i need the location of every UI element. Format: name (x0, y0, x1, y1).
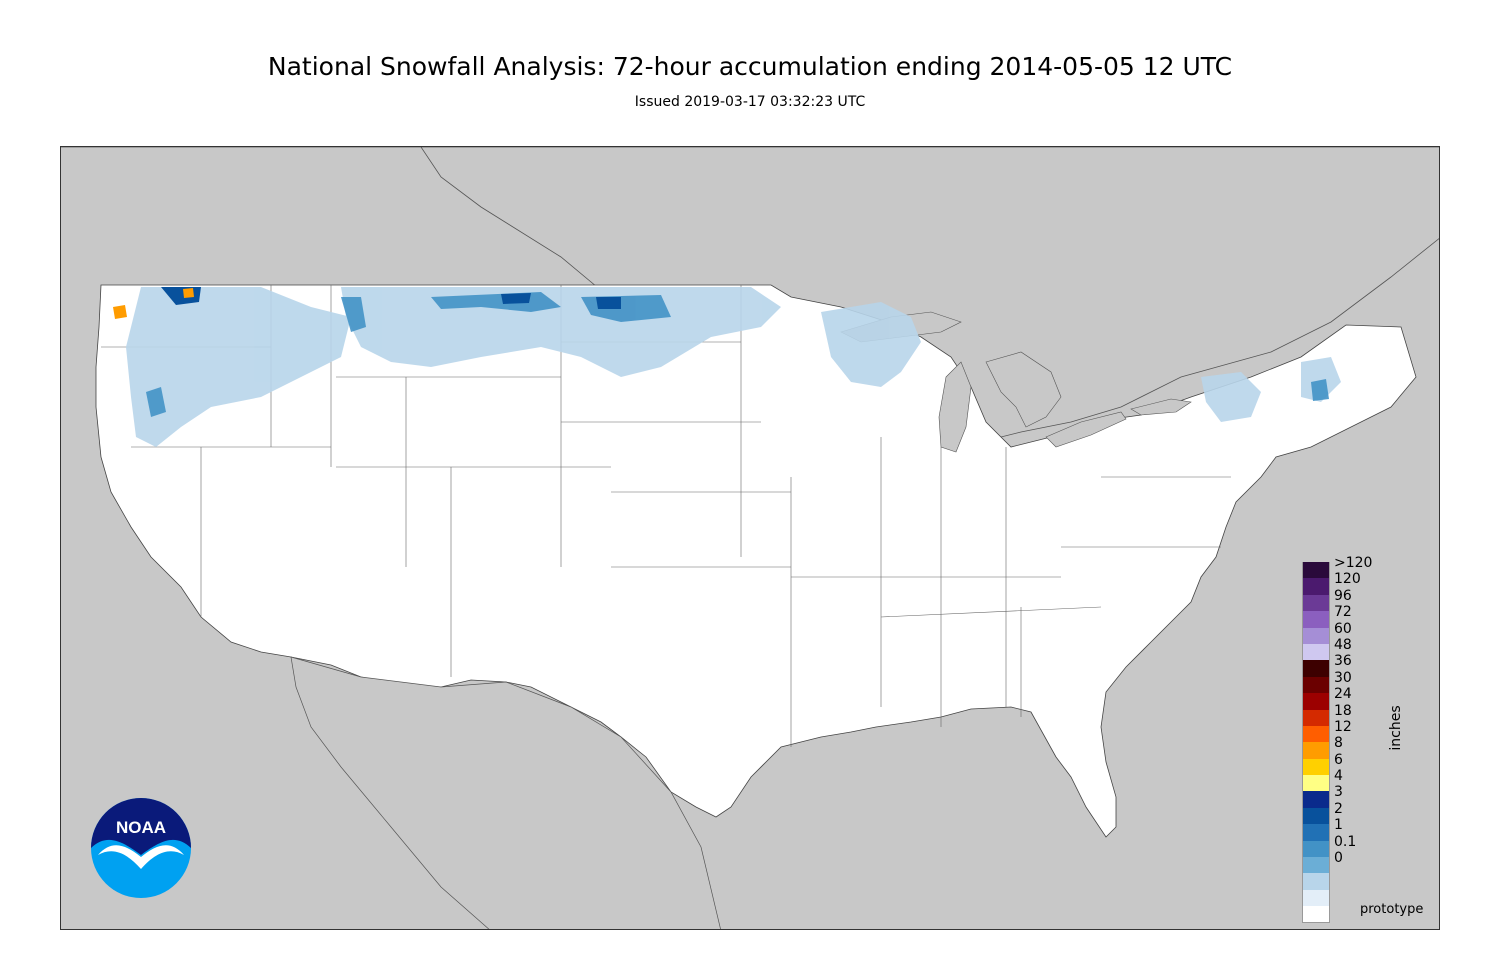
legend-label: 12 (1334, 718, 1352, 735)
legend-label: 72 (1334, 604, 1352, 621)
map-canvas (61, 147, 1439, 929)
legend-swatch (1302, 791, 1330, 808)
snowfall-light-areas (126, 287, 1341, 447)
legend-label: 30 (1334, 669, 1352, 686)
legend-swatch (1302, 562, 1330, 579)
legend-label: 96 (1334, 587, 1352, 604)
legend-label: 120 (1334, 571, 1361, 588)
noaa-emblem-icon: NOAA (91, 798, 191, 898)
legend-label: 8 (1334, 735, 1343, 752)
legend-swatch (1302, 906, 1330, 923)
mexico-landmass (290, 656, 721, 929)
legend-swatch (1302, 775, 1330, 792)
logo-text: NOAA (116, 818, 166, 837)
legend-swatch (1302, 840, 1330, 858)
legend-swatch (1302, 676, 1330, 694)
legend-label: 36 (1334, 653, 1352, 670)
legend-label: 2 (1334, 800, 1343, 817)
legend-swatch (1302, 824, 1330, 841)
lake-michigan (938, 361, 972, 453)
legend-label: 60 (1334, 620, 1352, 637)
legend-swatch (1302, 889, 1330, 907)
lake-huron (985, 351, 1062, 428)
legend-labels: >120 120 96 72 60 48 36 30 24 18 12 8 6 4 3 2 1 0.1 0 (1334, 555, 1372, 866)
legend-label: 1 (1334, 817, 1343, 834)
lake-erie (1045, 411, 1127, 448)
snowfall-map (60, 146, 1440, 930)
legend-swatches (1302, 562, 1330, 923)
legend-swatch (1302, 742, 1330, 759)
legend-swatch (1302, 660, 1330, 677)
legend-swatch (1302, 578, 1330, 595)
legend-label: 3 (1334, 784, 1343, 801)
legend-label: >120 (1334, 555, 1373, 571)
legend-swatch (1302, 594, 1330, 612)
legend-swatch (1302, 857, 1330, 874)
snowfall-legend: >120 120 96 72 60 48 36 30 24 18 12 8 6 4 3 2 1 0.1 0 (1302, 555, 1372, 923)
legend-swatch (1302, 643, 1330, 661)
issued-timestamp: Issued 2019-03-17 03:32:23 UTC (634, 94, 866, 110)
legend-label: 24 (1334, 686, 1352, 703)
units-text: inches (1388, 705, 1404, 751)
legend-label: 6 (1334, 751, 1343, 768)
legend-swatch (1302, 807, 1330, 825)
legend-label: 0 (1334, 850, 1343, 867)
legend-swatch (1302, 725, 1330, 743)
legend-swatch (1302, 873, 1330, 890)
prototype-note: prototype (1360, 902, 1424, 917)
chart-title: National Snowfall Analysis: 72-hour accu… (267, 52, 1233, 81)
legend-label: 48 (1334, 636, 1352, 653)
legend-swatch (1302, 758, 1330, 776)
legend-label: 18 (1334, 702, 1352, 719)
legend-label: 4 (1334, 768, 1343, 785)
snowfall-extreme-areas (113, 288, 194, 319)
legend-swatch (1302, 693, 1330, 710)
legend-swatch (1302, 709, 1330, 726)
lake-ontario (1130, 398, 1192, 416)
legend-units-label: inches (1366, 700, 1406, 760)
noaa-logo: NOAA (90, 797, 192, 899)
legend-label: 0.1 (1334, 833, 1357, 850)
legend-swatch (1302, 611, 1330, 628)
legend-swatch (1302, 627, 1330, 644)
